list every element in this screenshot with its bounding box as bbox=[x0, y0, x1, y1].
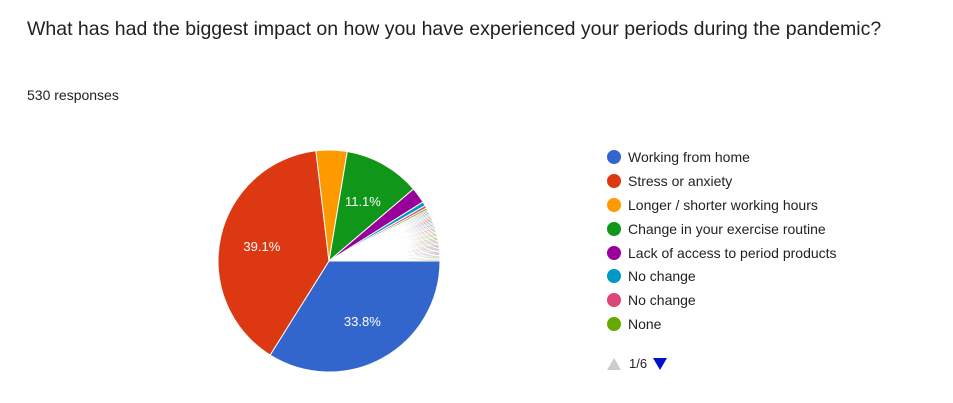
slice-label: 39.1% bbox=[243, 239, 280, 254]
legend-swatch bbox=[607, 197, 621, 212]
legend-swatch bbox=[607, 245, 621, 260]
slice-label: 11.1% bbox=[345, 194, 381, 209]
legend-label: Lack of access to period products bbox=[628, 244, 837, 261]
pie-slice[interactable] bbox=[328, 259, 441, 262]
legend-label: Stress or anxiety bbox=[628, 172, 733, 189]
page-indicator: 1/6 bbox=[629, 356, 648, 371]
legend-swatch bbox=[607, 173, 621, 188]
legend-label: No change bbox=[628, 268, 696, 285]
legend-swatch bbox=[607, 149, 621, 164]
legend-swatch bbox=[607, 293, 621, 308]
legend-item: No change bbox=[607, 288, 837, 312]
legend-swatch bbox=[607, 317, 621, 332]
legend-label: Working from home bbox=[628, 148, 750, 165]
legend: Working from home Stress or anxiety Long… bbox=[607, 145, 837, 336]
triangle-down-icon[interactable] bbox=[653, 357, 668, 370]
legend-item: Lack of access to period products bbox=[607, 241, 837, 265]
legend-item: No change bbox=[607, 264, 837, 288]
legend-label: None bbox=[628, 316, 662, 333]
legend-item: Working from home bbox=[607, 145, 837, 169]
legend-swatch bbox=[607, 221, 621, 236]
pie-slice[interactable] bbox=[269, 260, 441, 373]
legend-pager: 1/6 bbox=[607, 356, 668, 371]
legend-item: None bbox=[607, 312, 837, 336]
pie-slice[interactable] bbox=[328, 150, 415, 263]
slice-label: 33.8% bbox=[344, 314, 381, 329]
response-count: 530 responses bbox=[27, 87, 119, 103]
legend-item: Change in your exercise routine bbox=[607, 217, 837, 241]
legend-swatch bbox=[607, 269, 621, 284]
legend-label: Change in your exercise routine bbox=[628, 220, 826, 237]
legend-item: Stress or anxiety bbox=[607, 169, 837, 193]
triangle-up-icon[interactable] bbox=[607, 357, 621, 370]
legend-label: Longer / shorter working hours bbox=[628, 196, 818, 213]
pie-slice[interactable] bbox=[217, 150, 330, 356]
legend-label: No change bbox=[628, 292, 696, 309]
legend-item: Longer / shorter working hours bbox=[607, 193, 837, 217]
question-title: What has had the biggest impact on how y… bbox=[27, 18, 882, 40]
